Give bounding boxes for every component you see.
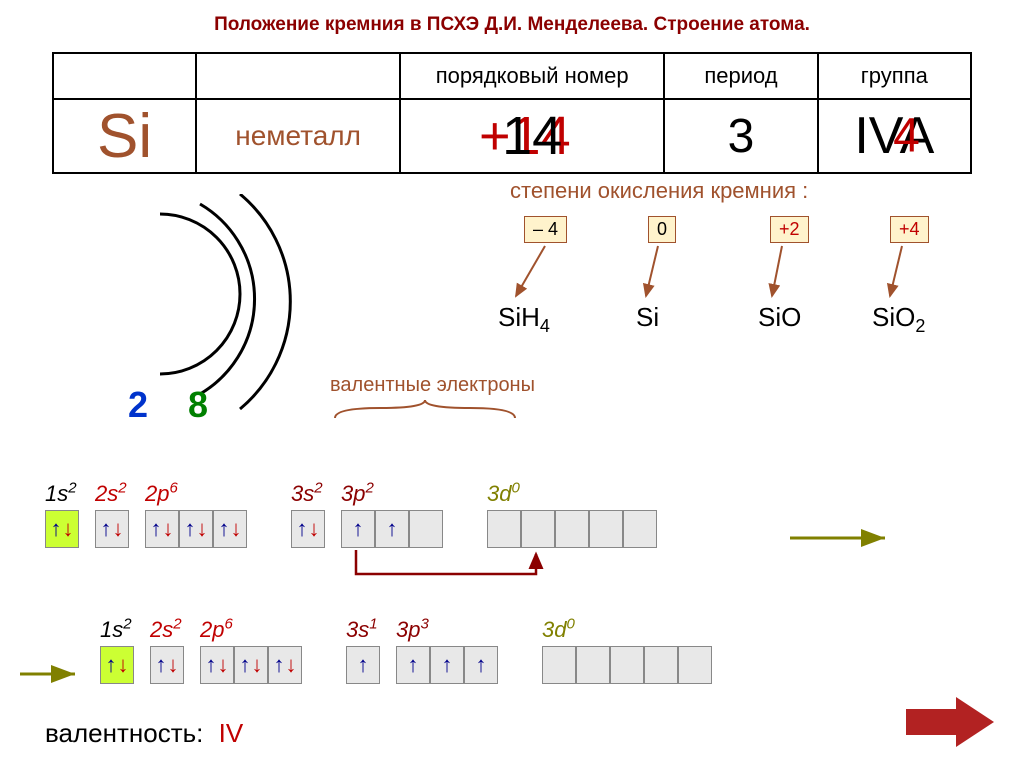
orbital-box: ↑ (346, 646, 380, 684)
shell-8: 8 (188, 384, 208, 426)
orbital-box: ↑↓ (291, 510, 325, 548)
orbital-label: 3s1 (346, 616, 380, 642)
position-table: порядковый номер период группа Si немета… (52, 52, 972, 174)
orbital-group: 3d0 (487, 480, 657, 548)
orbital-group: 2p6↑↓↑↓↑↓ (145, 480, 247, 548)
orbital-box: ↑↓ (179, 510, 213, 548)
orbital-box (521, 510, 555, 548)
config-excited: 1s2↑↓2s2↑↓2p6↑↓↑↓↑↓3s1↑3p3↑↑↑3d0 (100, 616, 728, 684)
orbital-label: 1s2 (100, 616, 134, 642)
excite-arrow-2 (20, 664, 90, 684)
formula-sio: SiO (758, 302, 801, 333)
orbital-box: ↑↓ (234, 646, 268, 684)
orbital-group: 2p6↑↓↑↓↑↓ (200, 616, 302, 684)
promotion-arrow (340, 548, 570, 588)
hdr-number: порядковый номер (400, 53, 664, 99)
orbital-label: 2p6 (200, 616, 302, 642)
orbital-group: 1s2 ↑↓ (100, 616, 134, 684)
orbital-box: ↑ (375, 510, 409, 548)
orbital-box (589, 510, 623, 548)
shell-2: 2 (128, 384, 148, 426)
orbital-box (576, 646, 610, 684)
orbital-group: 3s2 ↑↓ (291, 480, 325, 548)
orbital-label: 2s2 (150, 616, 184, 642)
orbital-box (610, 646, 644, 684)
orbital-label: 2s2 (95, 480, 129, 506)
orbital-box (542, 646, 576, 684)
formula-sih4: SiH4 (498, 302, 550, 337)
orbital-box: ↑↓ (150, 646, 184, 684)
orbital-group: 2s2 ↑↓ (95, 480, 129, 548)
brace-icon (330, 396, 530, 426)
oxi-plus4: +4 (890, 216, 929, 243)
orbital-group: 3p2 ↑↑ (341, 480, 443, 548)
orbital-box (487, 510, 521, 548)
orbital-group: 3s1 ↑ (346, 616, 380, 684)
atomic-number-cell: +14 14 (400, 99, 664, 173)
orbital-label: 3p2 (341, 480, 443, 506)
orbital-box: ↑↓ (100, 646, 134, 684)
oxi-plus2: +2 (770, 216, 809, 243)
period-value: 3 (664, 99, 817, 173)
orbital-label: 3d0 (487, 480, 657, 506)
oxi-minus4: – 4 (524, 216, 567, 243)
excite-arrow-1 (790, 528, 900, 548)
orbital-box: ↑↓ (145, 510, 179, 548)
orbital-box: ↑↓ (200, 646, 234, 684)
config-ground: 1s2↑↓2s2↑↓2p6↑↓↑↓↑↓3s2↑↓3p2↑↑3d0 (45, 480, 673, 548)
orbital-box: ↑ (430, 646, 464, 684)
orbital-label: 3s2 (291, 480, 325, 506)
orbital-box: ↑↓ (95, 510, 129, 548)
orbital-label: 2p6 (145, 480, 247, 506)
oxi-0: 0 (648, 216, 676, 243)
valence-electrons-label: валентные электроны (330, 374, 535, 397)
orbital-label: 3d0 (542, 616, 712, 642)
orbital-label: 1s2 (45, 480, 79, 506)
orbital-group: 2s2 ↑↓ (150, 616, 184, 684)
formula-si: Si (636, 302, 659, 333)
orbital-box: ↑↓ (213, 510, 247, 548)
orbital-box: ↑ (464, 646, 498, 684)
orbital-box (409, 510, 443, 548)
middle-area: 2 8 степени окисления кремния : – 4 0 +2… (0, 174, 1024, 434)
next-arrow-icon[interactable] (906, 697, 996, 747)
group-cell: IVA 4 (818, 99, 971, 173)
orbital-label: 3p3 (396, 616, 498, 642)
orbital-box (644, 646, 678, 684)
orbital-box: ↑ (341, 510, 375, 548)
nonmetal-label: неметалл (196, 99, 400, 173)
element-symbol: Si (53, 99, 196, 173)
orbital-box: ↑ (396, 646, 430, 684)
formula-sio2: SiO2 (872, 302, 925, 337)
orbital-group: 1s2 ↑↓ (45, 480, 79, 548)
orbital-box (678, 646, 712, 684)
number-black: 14 (502, 105, 562, 167)
valence-line: валентность: IV (45, 718, 243, 749)
page-title: Положение кремния в ПСХЭ Д.И. Менделеева… (0, 0, 1024, 44)
orbital-box: ↑↓ (268, 646, 302, 684)
orbital-box (555, 510, 589, 548)
orbital-box (623, 510, 657, 548)
orbital-group: 3p3↑↑↑ (396, 616, 498, 684)
hdr-group: группа (818, 53, 971, 99)
group-red4: 4 (893, 109, 920, 164)
orbital-box: ↑↓ (45, 510, 79, 548)
orbital-group: 3d0 (542, 616, 712, 684)
hdr-period: период (664, 53, 817, 99)
